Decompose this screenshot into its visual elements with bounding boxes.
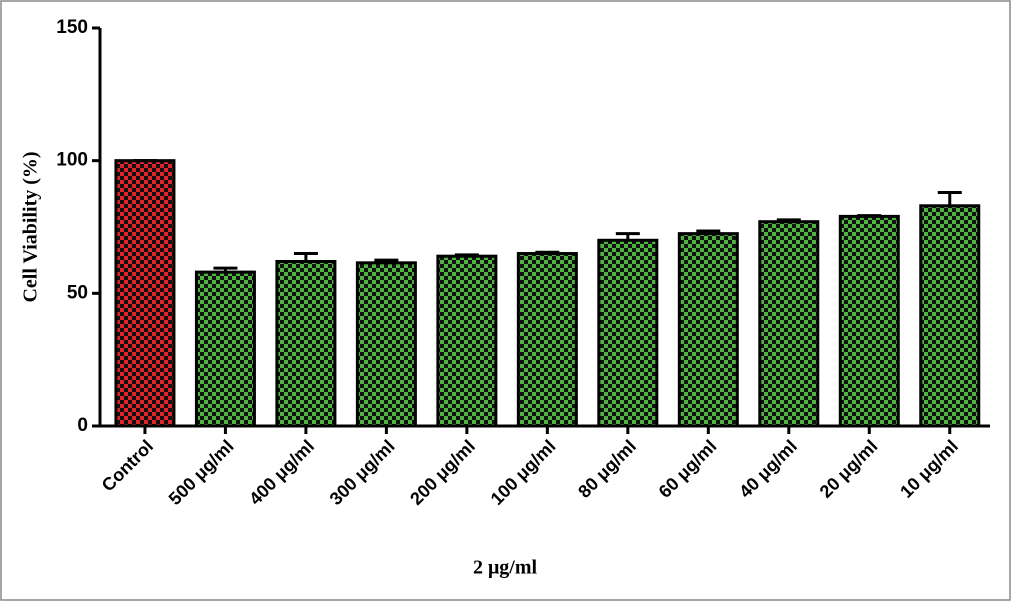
bar xyxy=(516,252,578,428)
x-axis-title: 2 μg/ml xyxy=(473,557,538,579)
bar xyxy=(355,261,417,428)
x-tick-label: 100 μg/ml xyxy=(487,436,560,509)
y-tick-label: 150 xyxy=(56,17,88,38)
x-tick-label: 10 μg/ml xyxy=(896,436,962,502)
x-tick-label: 40 μg/ml xyxy=(735,436,801,502)
y-axis-title: Cell Viability (%) xyxy=(20,151,42,302)
x-tick-label: 300 μg/ml xyxy=(326,436,399,509)
x-tick-label: 500 μg/ml xyxy=(165,436,238,509)
y-tick-label: 100 xyxy=(56,150,88,171)
x-tick-label: 60 μg/ml xyxy=(655,436,721,502)
y-tick-label: 0 xyxy=(77,415,88,436)
bar xyxy=(597,238,659,428)
bar xyxy=(677,232,739,428)
x-tick-label: 200 μg/ml xyxy=(406,436,479,509)
bar xyxy=(275,259,337,428)
x-tick-label: 80 μg/ml xyxy=(574,436,640,502)
x-tick-label: 20 μg/ml xyxy=(816,436,882,502)
x-tick-label: 400 μg/ml xyxy=(245,436,318,509)
y-tick-label: 50 xyxy=(67,282,88,303)
bar xyxy=(194,270,256,428)
bar xyxy=(114,159,176,428)
bar xyxy=(838,214,900,428)
bar xyxy=(436,254,498,428)
x-tick-label: Control xyxy=(98,436,157,495)
bar xyxy=(758,220,820,428)
bar xyxy=(919,204,981,428)
